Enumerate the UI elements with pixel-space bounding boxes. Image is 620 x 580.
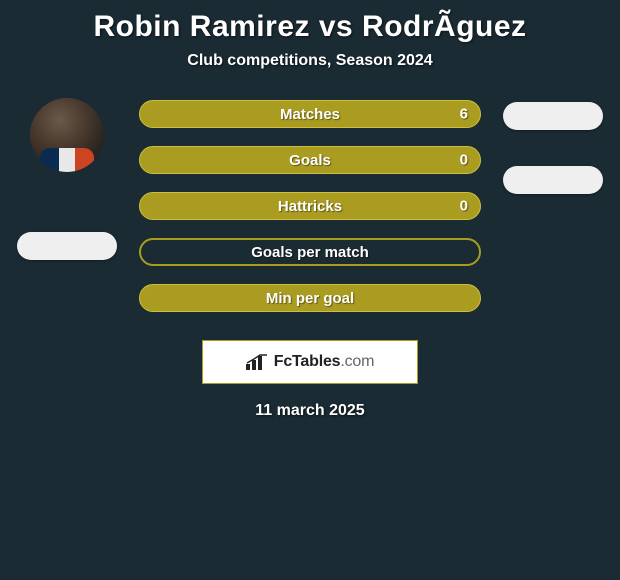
page-title: Robin Ramirez vs RodrÃ­guez bbox=[0, 6, 620, 52]
stat-value: 0 bbox=[460, 152, 468, 169]
page-subtitle: Club competitions, Season 2024 bbox=[0, 52, 620, 98]
date-text: 11 march 2025 bbox=[0, 384, 620, 420]
player-left-avatar bbox=[30, 98, 104, 172]
bars-icon bbox=[246, 354, 268, 370]
logo-text-tld: .com bbox=[340, 353, 374, 370]
logo-row: FcTables.com bbox=[0, 320, 620, 384]
stat-bar-goals: Goals 0 bbox=[139, 146, 481, 174]
logo-text: FcTables.com bbox=[274, 353, 374, 371]
player-left-column bbox=[11, 98, 123, 260]
stats-column: Matches 6 Goals 0 Hattricks 0 Goals per … bbox=[139, 98, 481, 312]
comparison-infographic: Robin Ramirez vs RodrÃ­guez Club competi… bbox=[0, 0, 620, 420]
stat-label: Goals per match bbox=[251, 244, 369, 261]
player-right-pill-2 bbox=[503, 166, 603, 194]
stat-label: Matches bbox=[280, 106, 340, 123]
stat-bar-min-per-goal: Min per goal bbox=[139, 284, 481, 312]
stat-label: Hattricks bbox=[278, 198, 342, 215]
player-right-column bbox=[497, 98, 609, 194]
player-right-pill-1 bbox=[503, 102, 603, 130]
stat-bar-matches: Matches 6 bbox=[139, 100, 481, 128]
stat-bar-hattricks: Hattricks 0 bbox=[139, 192, 481, 220]
comparison-row: Matches 6 Goals 0 Hattricks 0 Goals per … bbox=[0, 98, 620, 320]
stat-bar-goals-per-match: Goals per match bbox=[139, 238, 481, 266]
stat-value: 0 bbox=[460, 198, 468, 215]
stat-value: 6 bbox=[460, 106, 468, 123]
logo-text-main: FcTables bbox=[274, 353, 341, 370]
stat-label: Min per goal bbox=[266, 290, 354, 307]
stat-label: Goals bbox=[289, 152, 331, 169]
fctables-logo: FcTables.com bbox=[202, 340, 418, 384]
player-left-pill bbox=[17, 232, 117, 260]
